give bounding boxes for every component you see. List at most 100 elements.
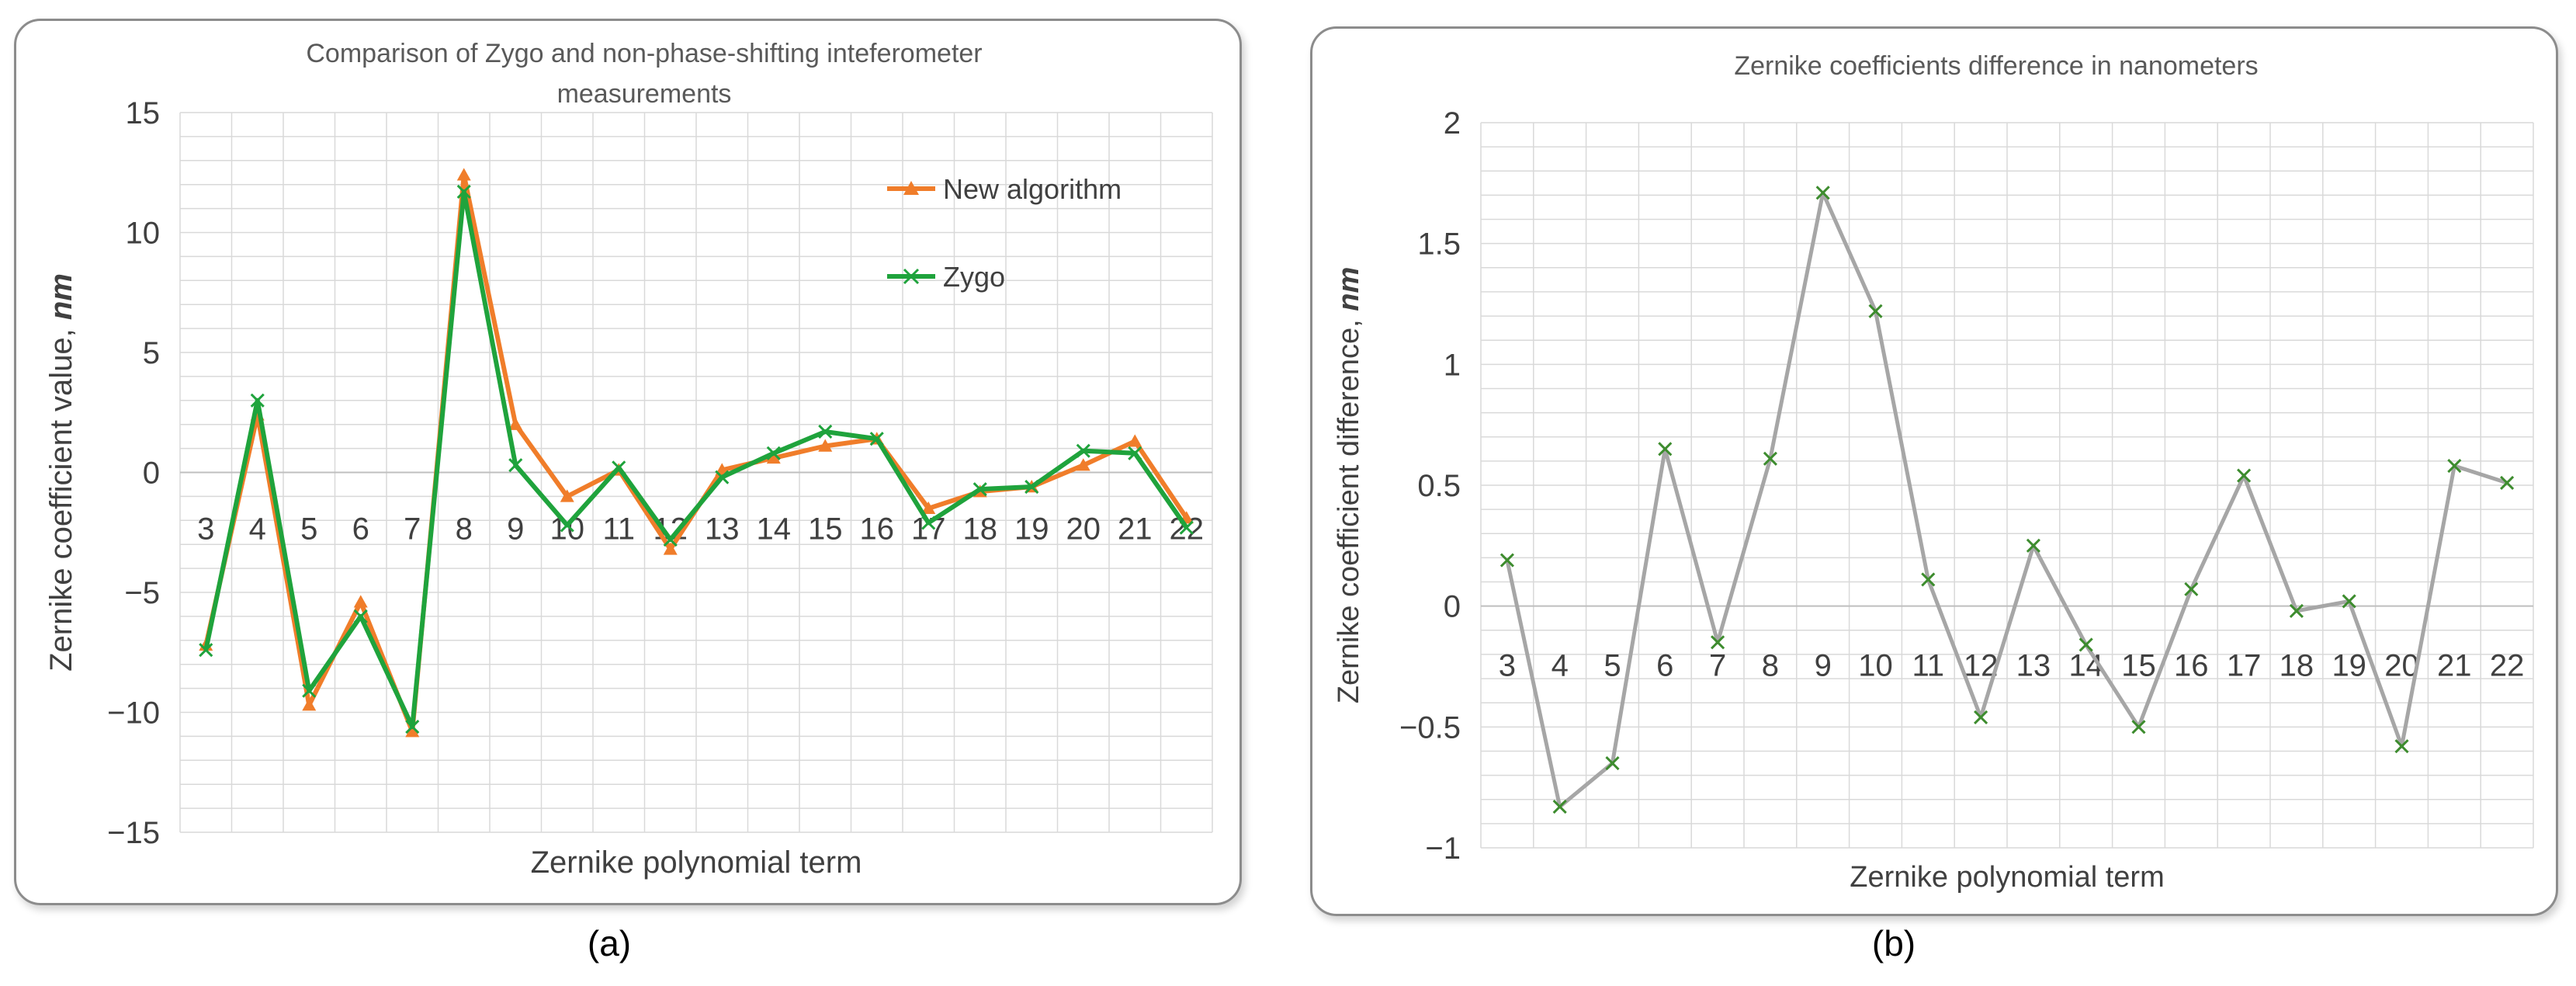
chart-a-ytick-label: 5 (143, 336, 160, 370)
chart-a-point-1-stroke-2 (973, 482, 987, 497)
chart-a-point-1-stroke-2 (715, 470, 730, 484)
chart-a-point-0 (405, 724, 420, 738)
chart-a-point-1-stroke-2 (560, 518, 574, 533)
chart-b-series-line-0 (1505, 190, 2508, 809)
chart-a-xtick-label: 10 (550, 512, 585, 547)
chart-a-point-0 (353, 595, 368, 608)
chart-b-xtick-label: 19 (2332, 649, 2366, 683)
chart-a-point-1-stroke-2 (869, 432, 884, 446)
chart-b-ytick-label: −1 (1425, 832, 1461, 866)
chart-a-point-1 (560, 518, 574, 533)
chart-b-point-0 (2500, 475, 2515, 490)
chart-a-point-0 (560, 489, 574, 502)
chart-b-xtick-label: 16 (2174, 649, 2209, 683)
chart-b-ytick-label: −0.5 (1399, 710, 1461, 745)
chart-a-point-1 (199, 643, 213, 658)
chart-a-point-1 (869, 432, 884, 446)
chart-a-point-1 (456, 184, 471, 200)
chart-b-xtick-label: 13 (2016, 649, 2051, 683)
chart-a-ytick-label: 0 (143, 457, 160, 491)
chart-b-point-0-stroke-2 (2184, 582, 2199, 596)
chart-b-point-0-stroke-2 (2500, 475, 2515, 490)
chart-a-point-1-stroke-2 (456, 184, 471, 200)
chart-a-point-1-stroke-2 (1179, 520, 1194, 535)
chart-b-point-0 (1605, 755, 1620, 771)
chart-a-xtick-label: 15 (808, 512, 843, 547)
chart-a-point-1 (1179, 520, 1194, 535)
chart-b-point-0-stroke-2 (1815, 186, 1830, 200)
chart-a-xtick-label: 13 (705, 512, 740, 547)
chart-b-point-0-stroke-2 (1974, 710, 1988, 724)
chart-a-xtick-label: 4 (249, 512, 266, 547)
chart-a-point-1 (663, 532, 678, 547)
chart-b-ytick-label: 0 (1444, 590, 1461, 624)
chart-a-point-1 (250, 393, 265, 408)
chart-a-point-1 (508, 458, 523, 473)
chart-a-point-0 (1076, 458, 1090, 471)
chart-a-y-axis-title: Zernike coefficient value, nm (44, 273, 78, 672)
chart-b-xtick-label: 7 (1709, 649, 1726, 683)
chart-a-point-0 (663, 542, 678, 555)
chart-a-point-1 (405, 719, 420, 734)
chart-a-legend-item: New algorithm (887, 173, 1122, 205)
chart-a-point-1 (612, 460, 626, 475)
chart-b-xtick-label: 5 (1603, 649, 1621, 683)
chart-a-point-1-stroke-2 (405, 719, 420, 734)
chart-a-point-1-stroke-2 (818, 424, 833, 439)
chart-a-series-line-1 (203, 189, 1189, 730)
chart-b-xtick-label: 11 (1912, 649, 1945, 683)
chart-a-point-1-stroke-2 (1025, 479, 1039, 495)
chart-b-y-axis-title-main: Zernike coefficient difference, (1333, 311, 1365, 704)
chart-a-legend-label: New algorithm (943, 173, 1122, 205)
chart-b-xtick-label: 10 (1858, 649, 1893, 683)
chart-b-point-0-stroke-2 (1921, 572, 1936, 587)
chart-a-legend-marker (903, 268, 920, 285)
chart-b-point-0 (1974, 710, 1988, 724)
chart-b-xtick-label: 3 (1499, 649, 1516, 683)
chart-a-legend-marker (903, 181, 919, 195)
chart-b-point-0-stroke-2 (2078, 637, 2093, 652)
chart-a-xtick-label: 20 (1066, 512, 1101, 547)
chart-a-point-1-stroke-2 (612, 460, 626, 475)
chart-b-x-axis-title: Zernike polynomial term (1850, 861, 2164, 894)
chart-b-point-0 (1868, 304, 1883, 318)
chart-a-point-1-stroke-2 (353, 609, 368, 623)
chart-b-point-0 (1711, 635, 1725, 650)
chart-b-point-0 (2289, 603, 2304, 618)
chart-a-xtick-label: 16 (860, 512, 895, 547)
chart-a-frame (14, 19, 1242, 905)
chart-b-point-0 (2237, 468, 2252, 483)
chart-b-point-0-stroke-2 (2131, 720, 2146, 734)
chart-b-xtick-label: 17 (2227, 649, 2262, 683)
chart-a-point-1 (715, 470, 730, 484)
chart-a-point-0 (818, 439, 833, 452)
chart-b-point-0-stroke-2 (1868, 304, 1883, 318)
chart-a-point-1-stroke-2 (199, 643, 213, 658)
chart-b-xtick-label: 9 (1815, 649, 1832, 683)
chart-a-point-0 (766, 450, 781, 464)
chart-b-point-0 (1658, 442, 1673, 457)
chart-b-point-0-stroke-2 (1605, 755, 1620, 771)
chart-a-point-1-stroke-2 (1128, 446, 1142, 460)
chart-b-point-0 (1921, 572, 1936, 587)
chart-b-point-0 (1499, 553, 1514, 568)
chart-b-point-0 (1815, 186, 1830, 200)
chart-a-xtick-label: 8 (456, 512, 473, 547)
chart-a-point-1 (1025, 479, 1039, 495)
chart-b-point-0-stroke-2 (2394, 739, 2409, 754)
chart-a-point-1 (921, 516, 936, 530)
chart-b-point-0 (2026, 538, 2040, 553)
chart-b-point-0-stroke-2 (1552, 800, 1567, 814)
chart-b-xtick-label: 6 (1656, 649, 1673, 683)
chart-b-xtick-label: 15 (2121, 649, 2156, 683)
chart-a-point-1 (818, 424, 833, 439)
chart-a-point-1-stroke-2 (1076, 443, 1090, 458)
chart-a-xtick-label: 5 (300, 512, 317, 547)
chart-b-y-axis-title: Zernike coefficient difference, nm (1333, 267, 1365, 704)
chart-a-x-axis-title: Zernike polynomial term (531, 845, 862, 880)
chart-b-point-0-stroke-2 (2237, 468, 2252, 483)
chart-b-y-axis-title-unit: nm (1333, 267, 1365, 311)
chart-a-point-1-stroke-2 (508, 458, 523, 473)
chart-a-ytick-label: −10 (107, 696, 160, 731)
